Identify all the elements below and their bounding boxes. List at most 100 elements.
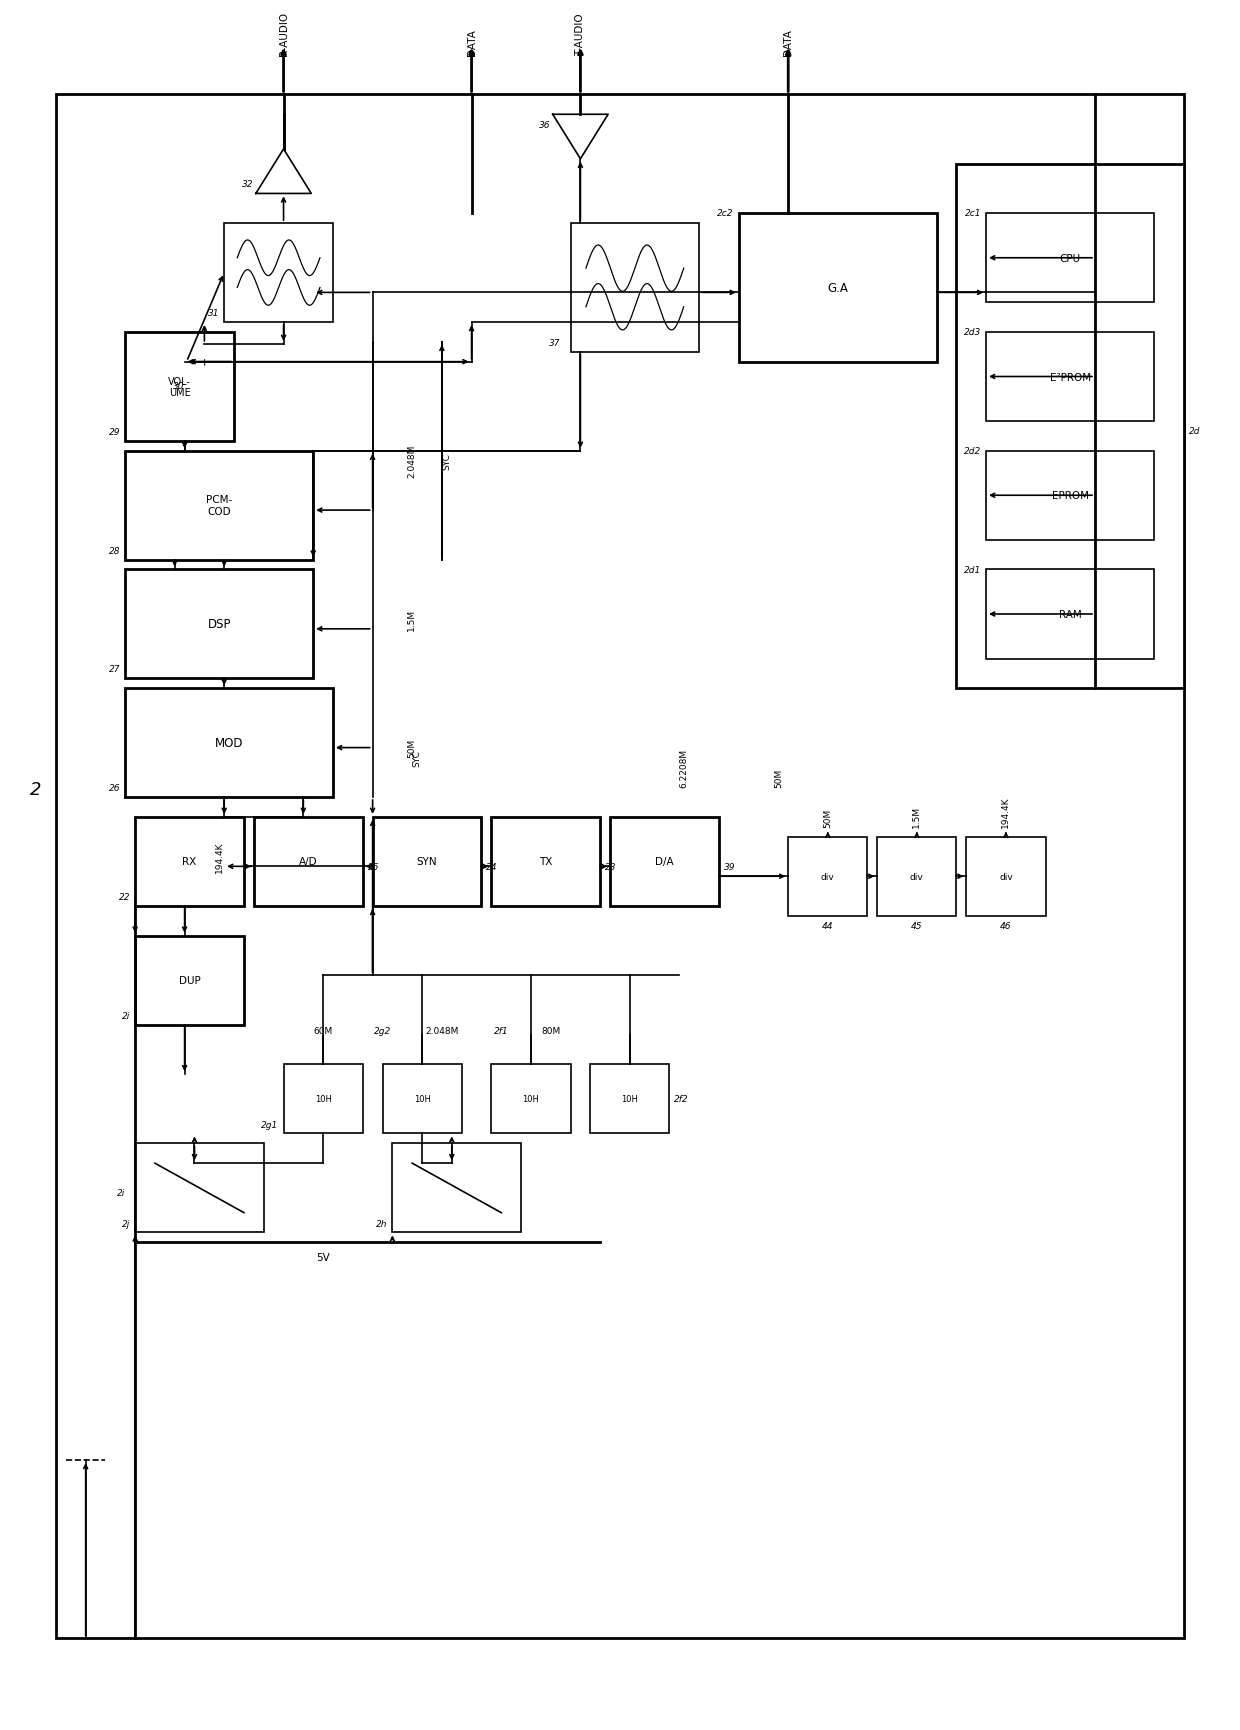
Text: 2g2: 2g2 <box>374 1026 391 1035</box>
Text: VOL-
UME: VOL- UME <box>169 377 191 398</box>
Text: 2i: 2i <box>122 1010 130 1021</box>
Bar <box>739 215 936 363</box>
Bar <box>590 1064 670 1133</box>
Text: div: div <box>910 872 924 881</box>
Bar <box>372 817 481 907</box>
Text: div: div <box>999 872 1013 881</box>
Bar <box>125 332 234 441</box>
Bar <box>986 571 1154 659</box>
Text: 44: 44 <box>822 920 833 931</box>
Text: CPU: CPU <box>1060 254 1081 263</box>
Text: 2h: 2h <box>376 1220 387 1228</box>
Bar <box>392 1144 521 1233</box>
Bar <box>966 837 1045 917</box>
Text: 10H: 10H <box>315 1095 331 1104</box>
Text: 60M: 60M <box>314 1026 332 1035</box>
Text: 27: 27 <box>109 664 120 675</box>
Text: RAM: RAM <box>1059 609 1081 619</box>
Text: 39: 39 <box>724 862 735 872</box>
Text: MOD: MOD <box>215 737 243 749</box>
Text: 45: 45 <box>911 920 923 931</box>
Text: 10H: 10H <box>522 1095 539 1104</box>
Text: 10H: 10H <box>414 1095 430 1104</box>
Text: DSP: DSP <box>207 618 231 631</box>
Text: 37: 37 <box>549 339 560 348</box>
Text: 2c2: 2c2 <box>717 209 734 218</box>
Text: 10H: 10H <box>621 1095 639 1104</box>
Text: 22: 22 <box>119 893 130 901</box>
Text: 29: 29 <box>109 427 120 436</box>
Circle shape <box>186 344 222 381</box>
Bar <box>570 223 699 353</box>
Bar <box>224 223 334 324</box>
Polygon shape <box>553 116 608 159</box>
Bar <box>284 1064 363 1133</box>
Text: 23: 23 <box>605 862 616 872</box>
Text: R-AUDIO: R-AUDIO <box>279 12 289 55</box>
Text: 50M: 50M <box>823 808 832 827</box>
Text: 46: 46 <box>1001 920 1012 931</box>
Bar <box>135 1144 264 1233</box>
Text: DUP: DUP <box>179 976 201 986</box>
Bar <box>125 452 314 561</box>
Text: 2.048M: 2.048M <box>407 445 417 477</box>
Text: 50M: 50M <box>407 739 417 758</box>
Text: 1.5M: 1.5M <box>407 609 417 631</box>
Text: 30: 30 <box>174 382 185 391</box>
Text: 2f2: 2f2 <box>675 1095 689 1104</box>
Text: 2f1: 2f1 <box>494 1026 508 1035</box>
Bar <box>491 817 600 907</box>
Text: 2j: 2j <box>122 1220 130 1228</box>
Text: D/A: D/A <box>655 856 673 867</box>
Text: 5V: 5V <box>316 1253 330 1263</box>
Text: SYC: SYC <box>441 453 451 471</box>
Text: 80M: 80M <box>541 1026 560 1035</box>
Text: 25: 25 <box>368 862 379 872</box>
Text: 1.5M: 1.5M <box>913 804 921 827</box>
Bar <box>986 215 1154 303</box>
Text: DATA: DATA <box>784 29 794 55</box>
Text: 2c1: 2c1 <box>965 209 981 218</box>
Text: 2: 2 <box>30 780 41 799</box>
Text: 36: 36 <box>539 121 551 130</box>
Text: G.A: G.A <box>827 282 848 294</box>
Text: 2d2: 2d2 <box>963 446 981 455</box>
Bar <box>135 936 244 1026</box>
Text: SYC: SYC <box>412 749 422 766</box>
Bar <box>125 689 334 798</box>
Bar <box>877 837 956 917</box>
Text: E²PROM: E²PROM <box>1050 372 1091 382</box>
Text: PCM-
COD: PCM- COD <box>206 495 232 517</box>
Text: 24: 24 <box>486 862 498 872</box>
Text: 2d1: 2d1 <box>963 566 981 574</box>
Text: 2.048M: 2.048M <box>425 1026 459 1035</box>
Bar <box>135 817 244 907</box>
Bar <box>254 817 363 907</box>
Text: 194.4K: 194.4K <box>216 841 224 872</box>
Text: 2d: 2d <box>1189 427 1200 436</box>
Text: 28: 28 <box>109 547 120 555</box>
Polygon shape <box>255 151 311 194</box>
Text: EPROM: EPROM <box>1052 491 1089 502</box>
Bar <box>610 817 719 907</box>
Bar <box>956 164 1184 689</box>
Text: 2i: 2i <box>117 1189 125 1197</box>
Bar <box>986 452 1154 540</box>
Bar <box>986 332 1154 422</box>
Text: A/D: A/D <box>299 856 317 867</box>
Text: div: div <box>821 872 835 881</box>
Bar <box>382 1064 461 1133</box>
Text: 31: 31 <box>208 310 219 318</box>
Text: DATA: DATA <box>466 29 476 55</box>
Text: RX: RX <box>182 856 197 867</box>
Text: SYN: SYN <box>417 856 438 867</box>
Text: 2g1: 2g1 <box>262 1119 279 1130</box>
Text: +: + <box>200 358 210 367</box>
Text: 2d3: 2d3 <box>963 329 981 337</box>
Text: 32: 32 <box>242 180 254 189</box>
Text: 50M: 50M <box>774 768 784 787</box>
Text: 26: 26 <box>109 784 120 792</box>
Bar <box>789 837 868 917</box>
Text: TX: TX <box>539 856 553 867</box>
Bar <box>125 571 314 678</box>
